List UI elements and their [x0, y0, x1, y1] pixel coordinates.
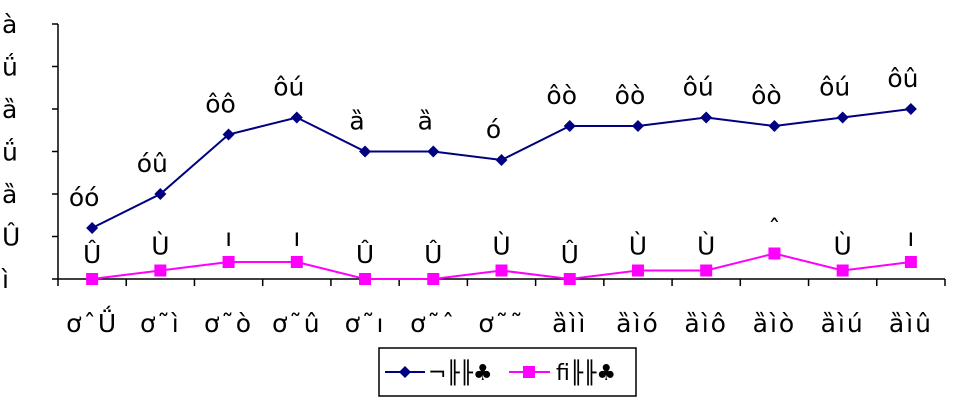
data-label: ˆ [768, 215, 781, 244]
data-point [836, 264, 849, 277]
data-label: ôú [819, 73, 850, 102]
data-label: Û [83, 239, 101, 269]
x-tick-label: ȁìì [552, 309, 587, 338]
y-tick-label: à [2, 10, 17, 39]
chart-axes [52, 23, 946, 286]
x-tick-label: ơˆǗ [66, 305, 118, 338]
data-label: Ù [492, 231, 510, 261]
x-tick-label: ơ˜û [272, 309, 322, 338]
data-point [154, 264, 167, 277]
x-tick-labels: ơˆǗ ơ˜ì ơ˜ò ơ˜û ơ˜ı ơ˜ˆ ơ˜˜ ȁìì ȁìó ȁìô ȁìò ȁìú ȁìû [66, 305, 933, 338]
data-point [700, 111, 713, 124]
data-point [86, 273, 99, 285]
x-tick-label: ơ˜ì [140, 309, 181, 338]
data-point [631, 120, 644, 132]
data-label: ı [907, 223, 914, 252]
legend-marker-series-2 [523, 366, 535, 378]
data-point [904, 103, 917, 115]
data-label: ȁ [418, 107, 433, 136]
data-label: ôû [887, 64, 918, 93]
data-label: Ù [151, 231, 169, 261]
data-label: Û [561, 239, 579, 269]
data-point [359, 145, 372, 158]
data-point [427, 273, 440, 285]
data-point [768, 247, 781, 260]
x-tick-label: ơ˜˜ [478, 309, 524, 338]
data-point [836, 111, 849, 124]
y-tick-label: ì [1, 265, 9, 294]
data-label: ı [293, 223, 300, 252]
x-tick-label: ȁìó [616, 309, 660, 338]
data-point [495, 264, 508, 277]
data-label: Û [356, 239, 374, 269]
data-point [563, 120, 576, 132]
data-point [222, 128, 235, 141]
data-point [427, 145, 440, 158]
legend-label-series-1: ¬╟╟♣ [428, 359, 493, 386]
data-label: óó [69, 183, 100, 212]
y-tick-label: ȁ [2, 180, 17, 209]
y-tick-label: ǘ [2, 53, 18, 82]
data-label: ı [225, 223, 232, 252]
x-tick-label: ȁìû [889, 309, 933, 338]
data-label: Û [424, 239, 442, 269]
series-line-1 [91, 108, 912, 229]
data-point [290, 111, 303, 124]
y-tick-label: ǘ [2, 138, 18, 167]
x-tick-label: ȁìú [821, 309, 865, 338]
data-label: ôò [615, 81, 646, 110]
data-label: ó [486, 115, 501, 144]
data-label: óû [137, 149, 168, 178]
legend-label-series-2: fi╟╟♣ [556, 359, 616, 386]
data-label: ôô [205, 90, 236, 119]
data-label: Ù [833, 231, 851, 261]
legend: ¬╟╟♣ fi╟╟♣ [378, 347, 637, 397]
data-label: Ù [697, 231, 715, 261]
x-tick-label: ơ˜ò [204, 309, 253, 338]
data-point [359, 273, 372, 285]
data-point [768, 120, 781, 132]
x-tick-label: ơ˜ˆ [410, 309, 456, 338]
x-tick-label: ȁìò [753, 309, 797, 338]
y-tick-label: Û [2, 222, 20, 252]
series-layer [86, 103, 917, 285]
y-tick-label: ȁ [2, 95, 17, 124]
data-label: Ù [629, 231, 647, 261]
data-label: ȁ [349, 107, 364, 136]
x-tick-label: ȁìô [684, 309, 728, 338]
data-point [631, 264, 644, 277]
data-point [154, 188, 167, 200]
legend-marker-series-1 [399, 366, 411, 378]
data-point [904, 256, 917, 268]
data-point [86, 222, 99, 234]
data-point [290, 256, 303, 268]
x-tick-label: ơ˜ı [345, 309, 386, 338]
data-point [495, 154, 508, 166]
data-label: ôú [683, 73, 714, 102]
data-point [700, 264, 713, 277]
data-label: ôò [751, 81, 782, 110]
data-label: ôú [273, 73, 304, 102]
data-point [222, 256, 235, 268]
data-point [563, 273, 576, 285]
data-label: ôò [546, 81, 577, 110]
